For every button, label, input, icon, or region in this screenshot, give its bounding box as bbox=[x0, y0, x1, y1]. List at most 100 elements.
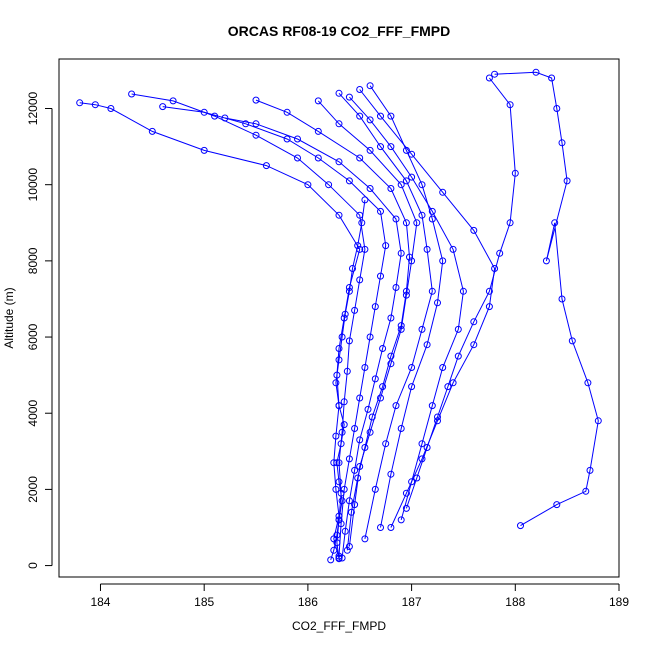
data-point bbox=[558, 295, 566, 303]
data-point bbox=[356, 394, 364, 402]
data-point bbox=[356, 112, 364, 120]
data-point bbox=[408, 150, 416, 158]
data-point bbox=[358, 219, 366, 227]
series-line bbox=[330, 199, 366, 561]
data-point bbox=[338, 333, 346, 341]
data-point bbox=[314, 97, 322, 105]
data-point bbox=[377, 272, 384, 280]
data-point bbox=[325, 181, 333, 189]
data-point bbox=[371, 303, 379, 311]
series-profile bbox=[345, 93, 467, 524]
data-point bbox=[345, 543, 353, 550]
data-point bbox=[148, 127, 156, 135]
data-point bbox=[371, 485, 379, 493]
data-point bbox=[434, 299, 441, 307]
data-point bbox=[382, 440, 390, 448]
data-point bbox=[418, 211, 426, 219]
data-point bbox=[335, 211, 343, 219]
data-point bbox=[366, 146, 374, 154]
data-point bbox=[382, 242, 390, 250]
data-point bbox=[335, 478, 343, 486]
data-point bbox=[568, 337, 576, 345]
data-point bbox=[392, 402, 400, 410]
data-point bbox=[449, 245, 457, 253]
data-point bbox=[128, 90, 136, 98]
data-point bbox=[553, 105, 561, 112]
chart-title: ORCAS RF08-19 CO2_FFF_FMPD bbox=[228, 23, 450, 39]
data-point bbox=[506, 219, 514, 227]
data-point bbox=[340, 421, 348, 429]
data-point bbox=[449, 379, 457, 387]
series-profile bbox=[327, 196, 369, 564]
data-point bbox=[454, 325, 462, 333]
data-point bbox=[423, 444, 431, 451]
data-point bbox=[485, 287, 493, 295]
data-point bbox=[335, 345, 343, 352]
data-point bbox=[343, 546, 351, 554]
series-profile bbox=[314, 97, 421, 550]
data-point bbox=[351, 306, 359, 314]
data-point bbox=[294, 135, 301, 143]
plot-marks bbox=[76, 68, 602, 564]
series-line bbox=[317, 100, 418, 547]
data-point bbox=[341, 527, 349, 535]
data-point bbox=[428, 215, 436, 223]
data-point bbox=[434, 413, 441, 421]
data-point bbox=[548, 74, 556, 82]
series-profile bbox=[159, 103, 390, 560]
data-point bbox=[345, 93, 353, 101]
y-tick-label: 6000 bbox=[26, 323, 40, 350]
data-point bbox=[485, 303, 493, 311]
data-point bbox=[283, 135, 291, 143]
series-line bbox=[349, 96, 464, 521]
data-point bbox=[551, 219, 559, 227]
series-profile bbox=[491, 68, 602, 530]
data-point bbox=[506, 101, 514, 109]
data-point bbox=[423, 341, 431, 349]
data-point bbox=[454, 352, 462, 360]
data-point bbox=[283, 108, 291, 116]
data-point bbox=[366, 185, 374, 192]
data-point bbox=[366, 428, 374, 436]
data-point bbox=[402, 291, 410, 299]
data-point bbox=[351, 466, 359, 474]
data-point bbox=[338, 497, 346, 505]
data-point bbox=[340, 398, 348, 406]
series-line bbox=[224, 117, 402, 559]
x-tick-label: 185 bbox=[194, 595, 214, 609]
data-point bbox=[387, 470, 395, 478]
data-point bbox=[408, 257, 416, 265]
data-point bbox=[333, 459, 341, 467]
data-point bbox=[563, 177, 571, 185]
data-point bbox=[356, 276, 364, 284]
data-point bbox=[511, 169, 519, 177]
data-point bbox=[397, 325, 405, 333]
data-point bbox=[387, 143, 395, 151]
data-point bbox=[332, 379, 340, 387]
data-point bbox=[413, 474, 421, 482]
series-profile bbox=[221, 114, 405, 562]
data-point bbox=[377, 394, 384, 402]
data-point bbox=[439, 364, 447, 371]
data-point bbox=[517, 522, 524, 530]
y-axis-label: Altitude (m) bbox=[2, 287, 16, 348]
series-profile bbox=[356, 86, 499, 531]
data-point bbox=[377, 207, 384, 215]
x-tick-label: 189 bbox=[609, 595, 629, 609]
data-point bbox=[402, 177, 410, 185]
data-point bbox=[327, 556, 335, 564]
data-point bbox=[392, 215, 400, 223]
data-point bbox=[485, 74, 493, 82]
data-point bbox=[470, 341, 478, 349]
data-point bbox=[408, 364, 416, 371]
series-line bbox=[338, 92, 433, 540]
series-line bbox=[162, 106, 387, 557]
data-point bbox=[340, 485, 348, 493]
data-point bbox=[304, 181, 312, 189]
data-point bbox=[361, 245, 369, 253]
data-point bbox=[377, 524, 384, 531]
data-point bbox=[418, 325, 426, 333]
y-tick-label: 12000 bbox=[26, 92, 40, 126]
